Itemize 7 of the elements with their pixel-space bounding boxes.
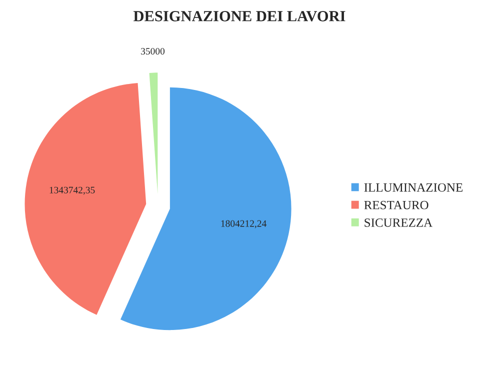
data-label: 1343742,35 xyxy=(50,186,95,195)
legend-label: SICUREZZA xyxy=(364,218,432,227)
chart-title: DESIGNAZIONE DEI LAVORI xyxy=(134,11,346,22)
legend-label: ILLUMINAZIONE xyxy=(364,183,462,192)
data-label: 35000 xyxy=(141,48,165,55)
data-label: 1804212,24 xyxy=(221,220,266,228)
legend-label: RESTAURO xyxy=(364,200,428,210)
